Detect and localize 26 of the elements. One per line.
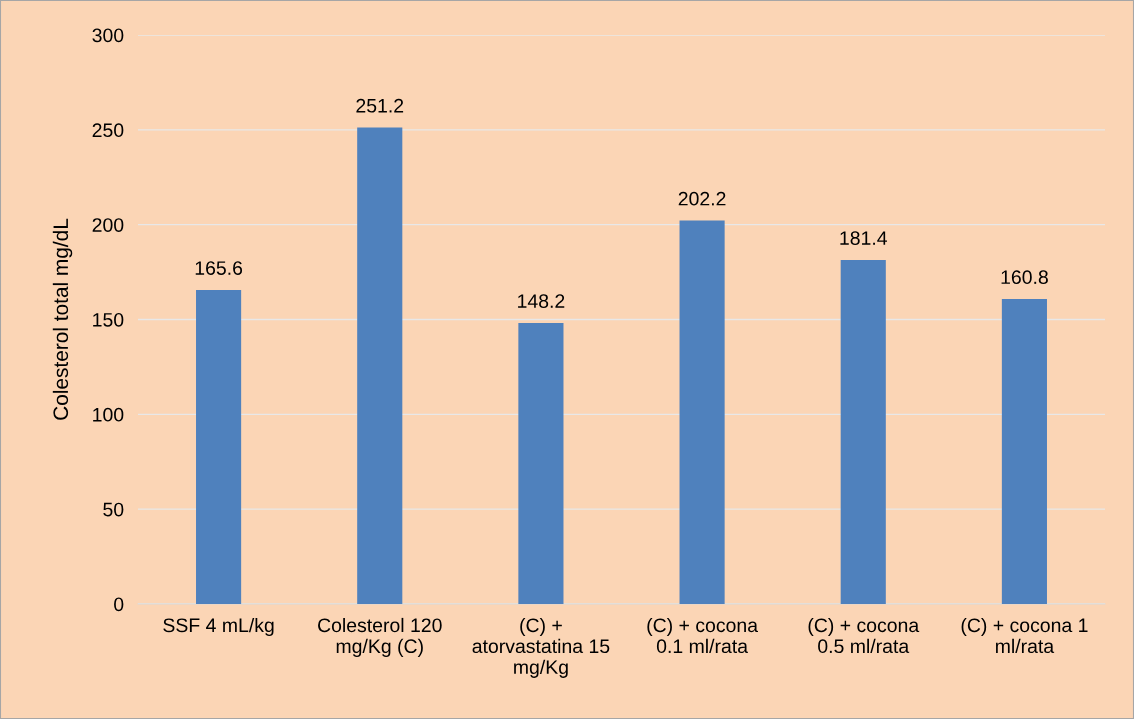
bar bbox=[840, 259, 886, 604]
data-label: 160.8 bbox=[1001, 270, 1048, 285]
y-tick-label: 200 bbox=[92, 218, 124, 232]
data-label: 165.6 bbox=[195, 261, 243, 275]
bar bbox=[679, 220, 725, 604]
data-label: 202.2 bbox=[678, 191, 726, 206]
data-label: 148.2 bbox=[518, 294, 565, 308]
x-tick-label: (C) + atorvastatina 15 mg/Kg bbox=[472, 617, 610, 678]
y-tick-label: 50 bbox=[103, 502, 124, 517]
data-label: 181.4 bbox=[840, 231, 888, 245]
x-tick-label: SSF 4 mL/kg bbox=[163, 617, 274, 637]
bar bbox=[196, 289, 242, 604]
bar bbox=[357, 127, 403, 604]
y-tick-label: 300 bbox=[92, 28, 124, 43]
y-tick-label: 100 bbox=[93, 407, 124, 422]
x-tick-label: (C) + cocona 0.5 ml/rata bbox=[808, 617, 920, 654]
y-tick-label: 250 bbox=[92, 123, 124, 138]
x-tick-label: (C) + cocona 1 ml/rata bbox=[961, 617, 1088, 654]
y-axis-title: Colesterol total mg/dL bbox=[52, 218, 73, 420]
data-label: 251.2 bbox=[356, 98, 404, 113]
bar bbox=[1001, 299, 1047, 604]
y-tick-label: 150 bbox=[93, 312, 124, 327]
y-tick-label: 0 bbox=[114, 597, 124, 612]
x-tick-label: (C) + cocona 0.1 ml/rata bbox=[647, 617, 759, 654]
x-tick-label: Colesterol 120 mg/Kg (C) bbox=[318, 617, 442, 657]
bar bbox=[518, 322, 564, 604]
